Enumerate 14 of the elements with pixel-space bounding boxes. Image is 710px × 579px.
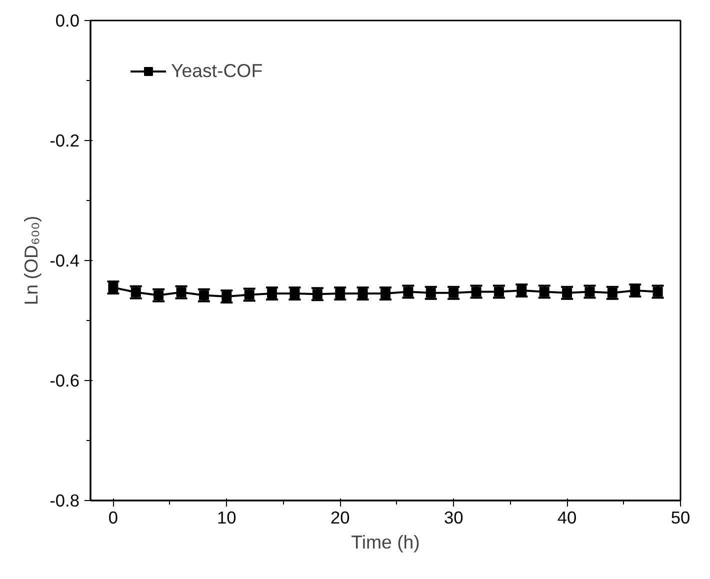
x-tick-label: 40	[557, 508, 577, 528]
y-tick-label: -0.2	[50, 130, 80, 150]
y-tick-label: 0.0	[55, 10, 80, 30]
x-tick-label: 20	[330, 508, 350, 528]
x-tick-label: 50	[670, 508, 690, 528]
y-tick-label: -0.4	[50, 250, 80, 270]
y-tick-label: -0.8	[50, 490, 80, 510]
x-tick-label: 0	[108, 508, 118, 528]
x-tick-label: 30	[444, 508, 464, 528]
x-tick-label: 10	[217, 508, 236, 528]
y-axis-title: Ln (OD₆₀₀)	[20, 216, 42, 306]
legend-label: Yeast-COF	[171, 60, 263, 82]
y-tick-label: -0.6	[50, 370, 80, 390]
x-axis-title: Time (h)	[351, 532, 420, 552]
